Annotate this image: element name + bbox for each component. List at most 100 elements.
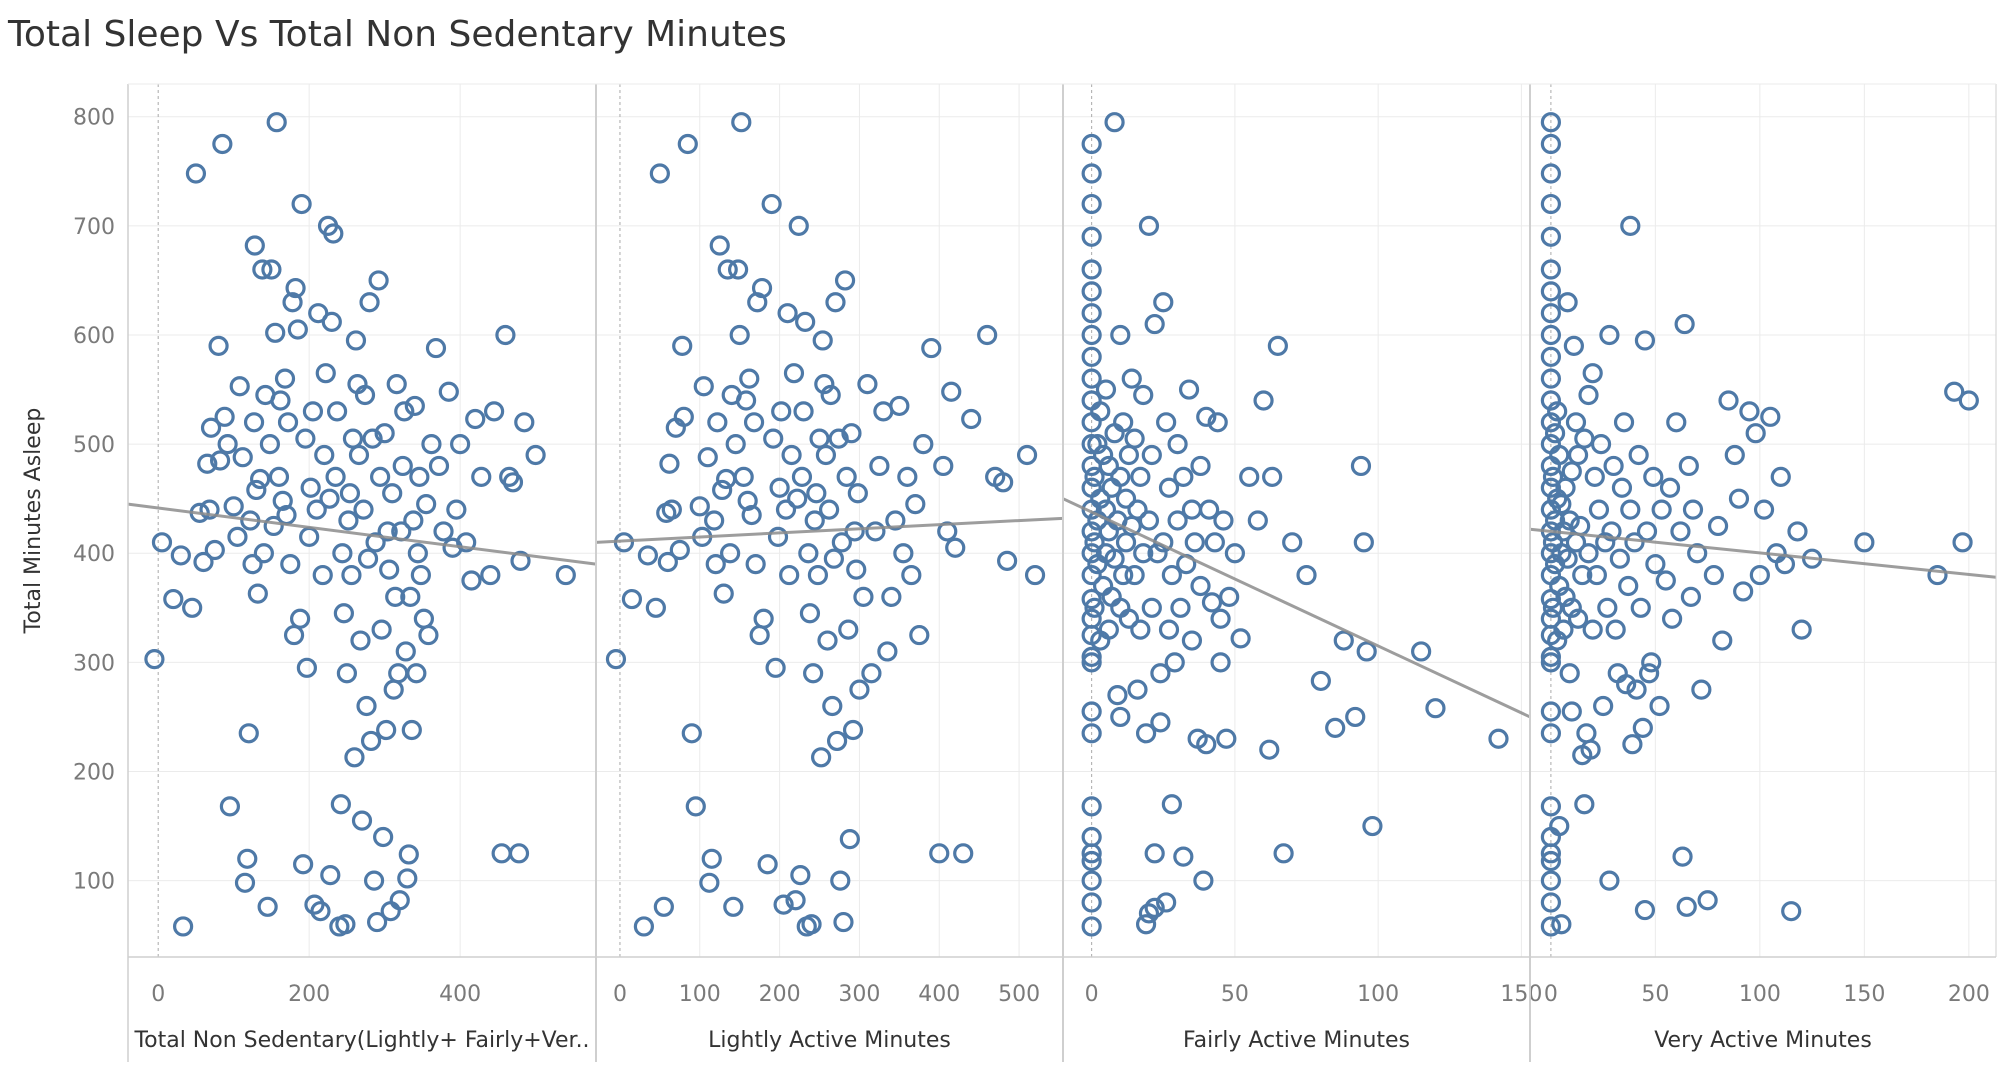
data-point (1362, 815, 1383, 837)
data-point (204, 539, 225, 561)
data-point (713, 583, 734, 604)
data-point (1207, 412, 1228, 433)
data-point (1680, 586, 1702, 607)
data-point (633, 916, 654, 937)
data-point (212, 133, 233, 155)
data-point (1540, 892, 1561, 913)
data-point (1540, 723, 1561, 744)
data-point (1670, 521, 1691, 542)
data-point (1540, 499, 1561, 520)
y-tick-label: 400 (73, 542, 115, 567)
data-point (909, 624, 930, 646)
data-point (905, 494, 926, 515)
data-point (1549, 444, 1570, 466)
data-point (246, 479, 267, 501)
data-point (749, 624, 770, 646)
x-axis-label: Lightly Active Minutes (708, 1028, 951, 1053)
x-axis-label: Very Active Minutes (1654, 1028, 1872, 1053)
y-tick-label: 300 (73, 651, 115, 676)
data-point (1081, 564, 1102, 586)
data-point (416, 494, 437, 515)
data-point (1540, 226, 1561, 247)
data-point (170, 545, 191, 566)
data-point (1411, 641, 1432, 662)
data-point (788, 215, 809, 236)
data-point (555, 564, 576, 586)
data-point (807, 564, 829, 586)
data-point (410, 564, 431, 586)
data-point (1712, 630, 1733, 651)
data-point (839, 829, 860, 850)
data-point (1081, 346, 1102, 367)
data-point (997, 550, 1018, 571)
data-point (253, 543, 274, 564)
data-point (1582, 619, 1603, 640)
data-point (1090, 401, 1111, 422)
data-point (1081, 646, 1102, 668)
x-tick-label: 0 (1085, 982, 1099, 1007)
x-tick-label: 500 (998, 982, 1040, 1007)
data-point (242, 554, 263, 575)
data-point (270, 390, 291, 411)
data-point (1739, 401, 1760, 422)
x-tick-label: 400 (918, 982, 960, 1007)
data-point (1549, 575, 1570, 597)
data-point (785, 890, 806, 911)
y-tick-label: 500 (73, 433, 115, 458)
data-point (1356, 641, 1377, 662)
data-point (1952, 532, 1973, 553)
data-point (1081, 892, 1102, 913)
data-point (1081, 588, 1102, 610)
data-point (725, 434, 746, 455)
data-point (621, 588, 643, 610)
data-point (1634, 899, 1656, 921)
data-point (438, 381, 459, 402)
data-point (1121, 368, 1142, 389)
data-point (333, 603, 354, 624)
data-point (1628, 444, 1649, 466)
data-point (781, 444, 802, 466)
x-tick-label: 0 (613, 982, 627, 1007)
data-point (1674, 313, 1695, 335)
x-axis-label: Fairly Active Minutes (1183, 1028, 1410, 1053)
trend-line (1529, 527, 1997, 579)
data-point (823, 548, 844, 569)
data-point (388, 663, 409, 684)
data-point (1616, 674, 1637, 695)
data-point (605, 648, 627, 670)
x-tick-label: 300 (838, 982, 880, 1007)
data-point (777, 303, 798, 324)
data-point (1138, 215, 1160, 236)
data-point (1081, 826, 1102, 848)
data-point (1167, 434, 1188, 455)
data-point (681, 723, 702, 744)
data-point (1181, 499, 1203, 520)
data-point (1540, 303, 1561, 324)
data-point (763, 428, 784, 449)
data-point (1081, 916, 1102, 937)
data-point (1613, 412, 1635, 433)
data-point (685, 796, 706, 817)
data-point (1193, 870, 1214, 891)
data-point (1682, 499, 1704, 520)
data-point (1350, 455, 1372, 477)
data-point (1425, 698, 1446, 719)
data-point (277, 412, 299, 433)
data-point (502, 472, 524, 493)
data-point (1576, 723, 1597, 744)
data-point (465, 408, 486, 430)
data-point (1547, 630, 1568, 651)
data-point (1549, 815, 1570, 837)
data-point (400, 586, 421, 607)
data-point (659, 453, 680, 474)
data-point (306, 499, 327, 520)
data-point (727, 259, 749, 280)
data-point (508, 843, 530, 864)
data-point (765, 657, 786, 678)
data-point (1118, 608, 1139, 629)
data-point (1127, 679, 1148, 700)
data-point (834, 270, 856, 291)
data-point (377, 521, 398, 542)
y-axis-label: Total Minutes Asleep (21, 408, 46, 635)
data-point (1016, 444, 1038, 466)
